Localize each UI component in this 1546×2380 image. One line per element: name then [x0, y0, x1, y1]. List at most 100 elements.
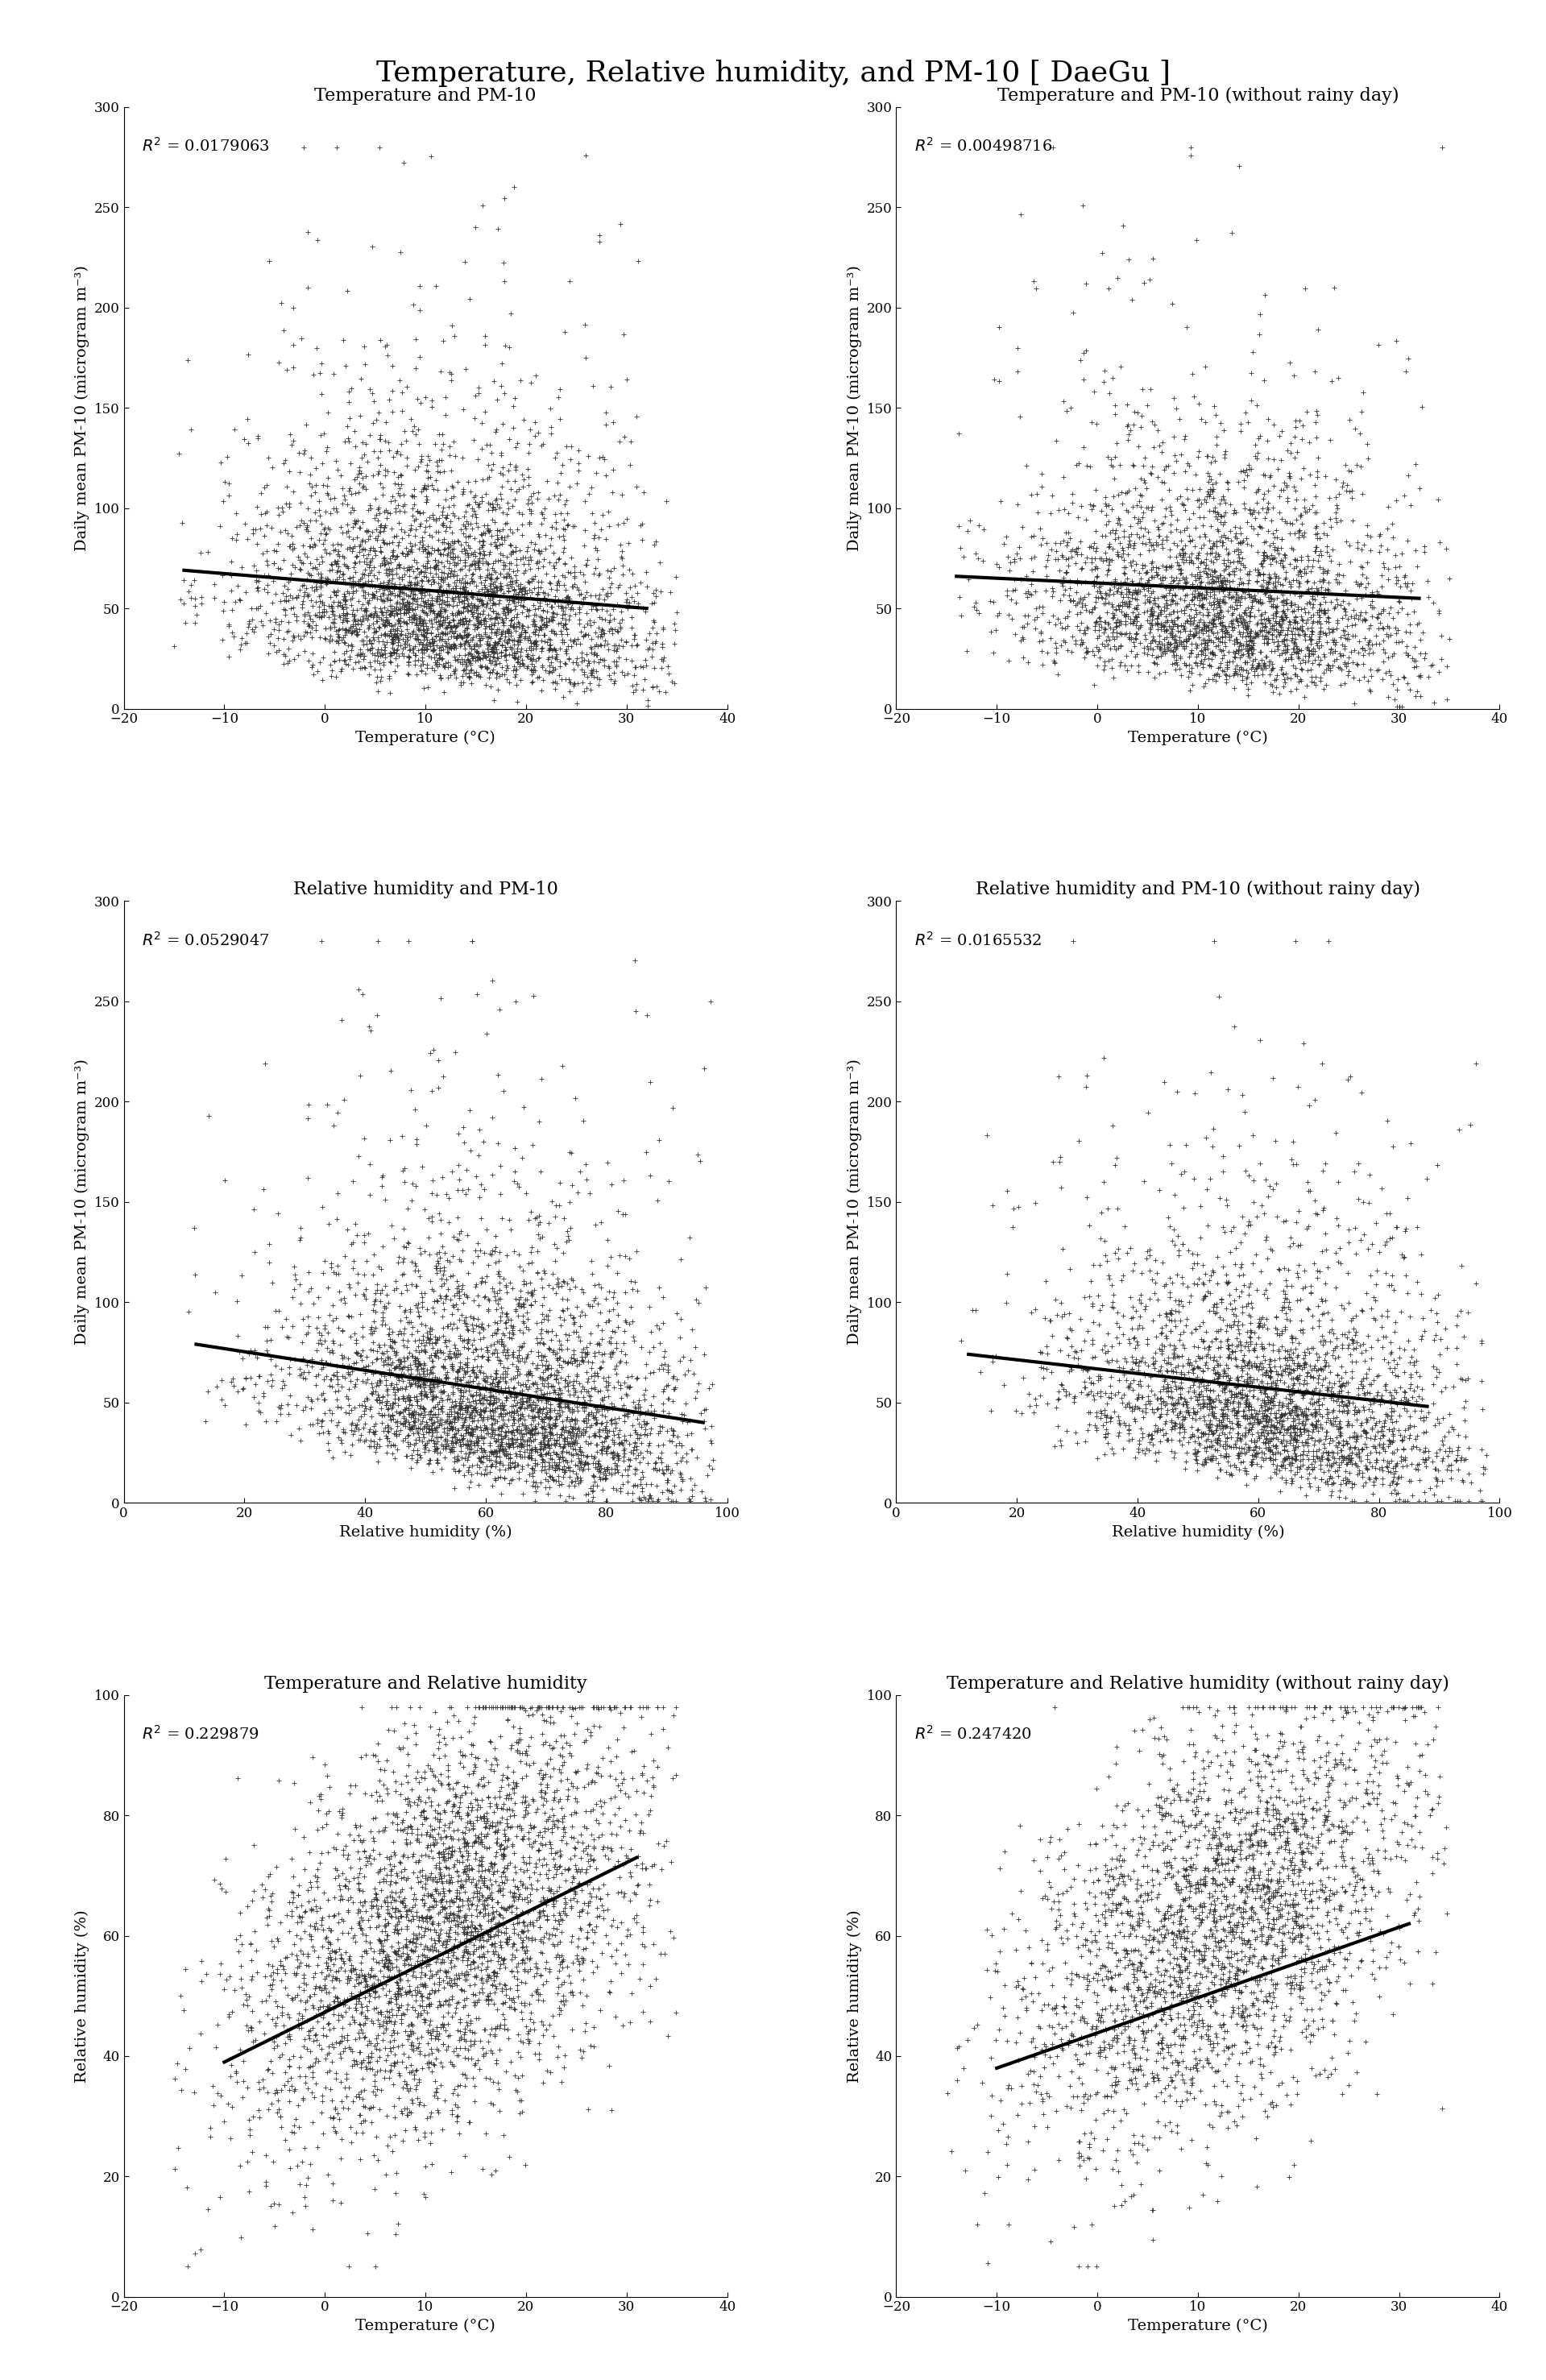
Point	[502, 447, 527, 486]
Point	[504, 557, 529, 595]
Point	[1181, 1264, 1206, 1302]
Point	[546, 1935, 570, 1973]
Point	[447, 578, 472, 616]
Point	[388, 1859, 413, 1897]
Point	[1268, 478, 1292, 516]
Point	[1118, 1897, 1142, 1935]
Point	[1138, 609, 1163, 647]
Point	[407, 1778, 431, 1816]
Point	[1209, 481, 1234, 519]
Point	[1277, 459, 1302, 497]
Point	[1362, 1278, 1387, 1316]
Point	[597, 1302, 621, 1340]
Point	[1328, 1933, 1353, 1971]
Point	[402, 1321, 427, 1359]
Point	[320, 2080, 345, 2118]
Point	[450, 1407, 475, 1445]
Point	[1333, 645, 1357, 683]
Point	[1323, 478, 1348, 516]
Point	[484, 1823, 509, 1861]
Point	[349, 1871, 374, 1909]
Point	[1124, 545, 1149, 583]
Point	[1186, 1423, 1211, 1461]
Point	[1184, 1787, 1209, 1825]
Point	[385, 1340, 410, 1378]
Point	[404, 1992, 428, 2030]
Point	[507, 1311, 532, 1349]
Point	[1204, 1797, 1229, 1835]
Point	[1306, 1395, 1331, 1433]
Point	[408, 624, 433, 662]
Point	[1141, 547, 1166, 585]
Point	[1325, 1904, 1350, 1942]
Point	[1224, 1361, 1249, 1399]
Point	[391, 512, 416, 550]
Point	[645, 1180, 669, 1219]
Point	[529, 1452, 553, 1490]
Point	[368, 2052, 393, 2090]
Point	[484, 631, 509, 669]
Point	[1231, 1304, 1255, 1342]
Point	[1204, 581, 1229, 619]
Point	[1299, 1273, 1323, 1311]
Point	[1246, 1433, 1271, 1471]
Point	[439, 1949, 464, 1987]
Point	[1019, 1295, 1044, 1333]
Point	[1070, 2137, 1095, 2175]
Point	[428, 619, 453, 657]
Point	[553, 1442, 578, 1480]
Point	[526, 1899, 550, 1937]
Point	[473, 1392, 498, 1430]
Point	[558, 1963, 583, 2002]
Point	[547, 1338, 572, 1376]
Point	[581, 555, 606, 593]
Point	[479, 1409, 504, 1447]
Point	[1181, 605, 1206, 643]
Point	[584, 635, 609, 674]
Point	[493, 635, 518, 674]
Point	[1158, 569, 1183, 607]
Point	[540, 1809, 564, 1847]
Point	[506, 581, 530, 619]
Point	[414, 1987, 439, 2025]
Point	[303, 595, 328, 633]
Point	[479, 600, 504, 638]
Point	[1119, 1392, 1144, 1430]
Point	[461, 1423, 485, 1461]
Point	[334, 612, 359, 650]
Point	[356, 597, 380, 635]
Point	[490, 493, 515, 531]
Point	[445, 538, 470, 576]
Point	[1014, 1990, 1039, 2028]
Point	[337, 528, 362, 566]
Point	[482, 1366, 507, 1404]
Point	[349, 1985, 374, 2023]
Point	[343, 616, 368, 654]
Point	[1116, 416, 1141, 455]
Point	[351, 2080, 376, 2118]
Point	[458, 2021, 482, 2059]
Point	[1183, 1395, 1207, 1433]
Point	[391, 1326, 416, 1364]
Point	[649, 640, 674, 678]
Point	[400, 2030, 425, 2068]
Point	[1207, 1421, 1232, 1459]
Point	[1228, 524, 1252, 562]
Point	[1187, 600, 1212, 638]
Point	[1118, 574, 1142, 612]
Point	[521, 640, 546, 678]
Point	[572, 1392, 597, 1430]
Point	[519, 562, 544, 600]
Point	[1215, 1407, 1240, 1445]
Point	[1082, 612, 1107, 650]
Point	[351, 1330, 376, 1368]
Point	[385, 583, 410, 621]
Point	[1367, 1426, 1391, 1464]
Point	[444, 1880, 468, 1918]
Point	[386, 605, 411, 643]
Point	[612, 1273, 637, 1311]
Point	[1008, 621, 1033, 659]
Point	[1249, 571, 1274, 609]
Point	[560, 1338, 584, 1376]
Point	[1288, 609, 1313, 647]
